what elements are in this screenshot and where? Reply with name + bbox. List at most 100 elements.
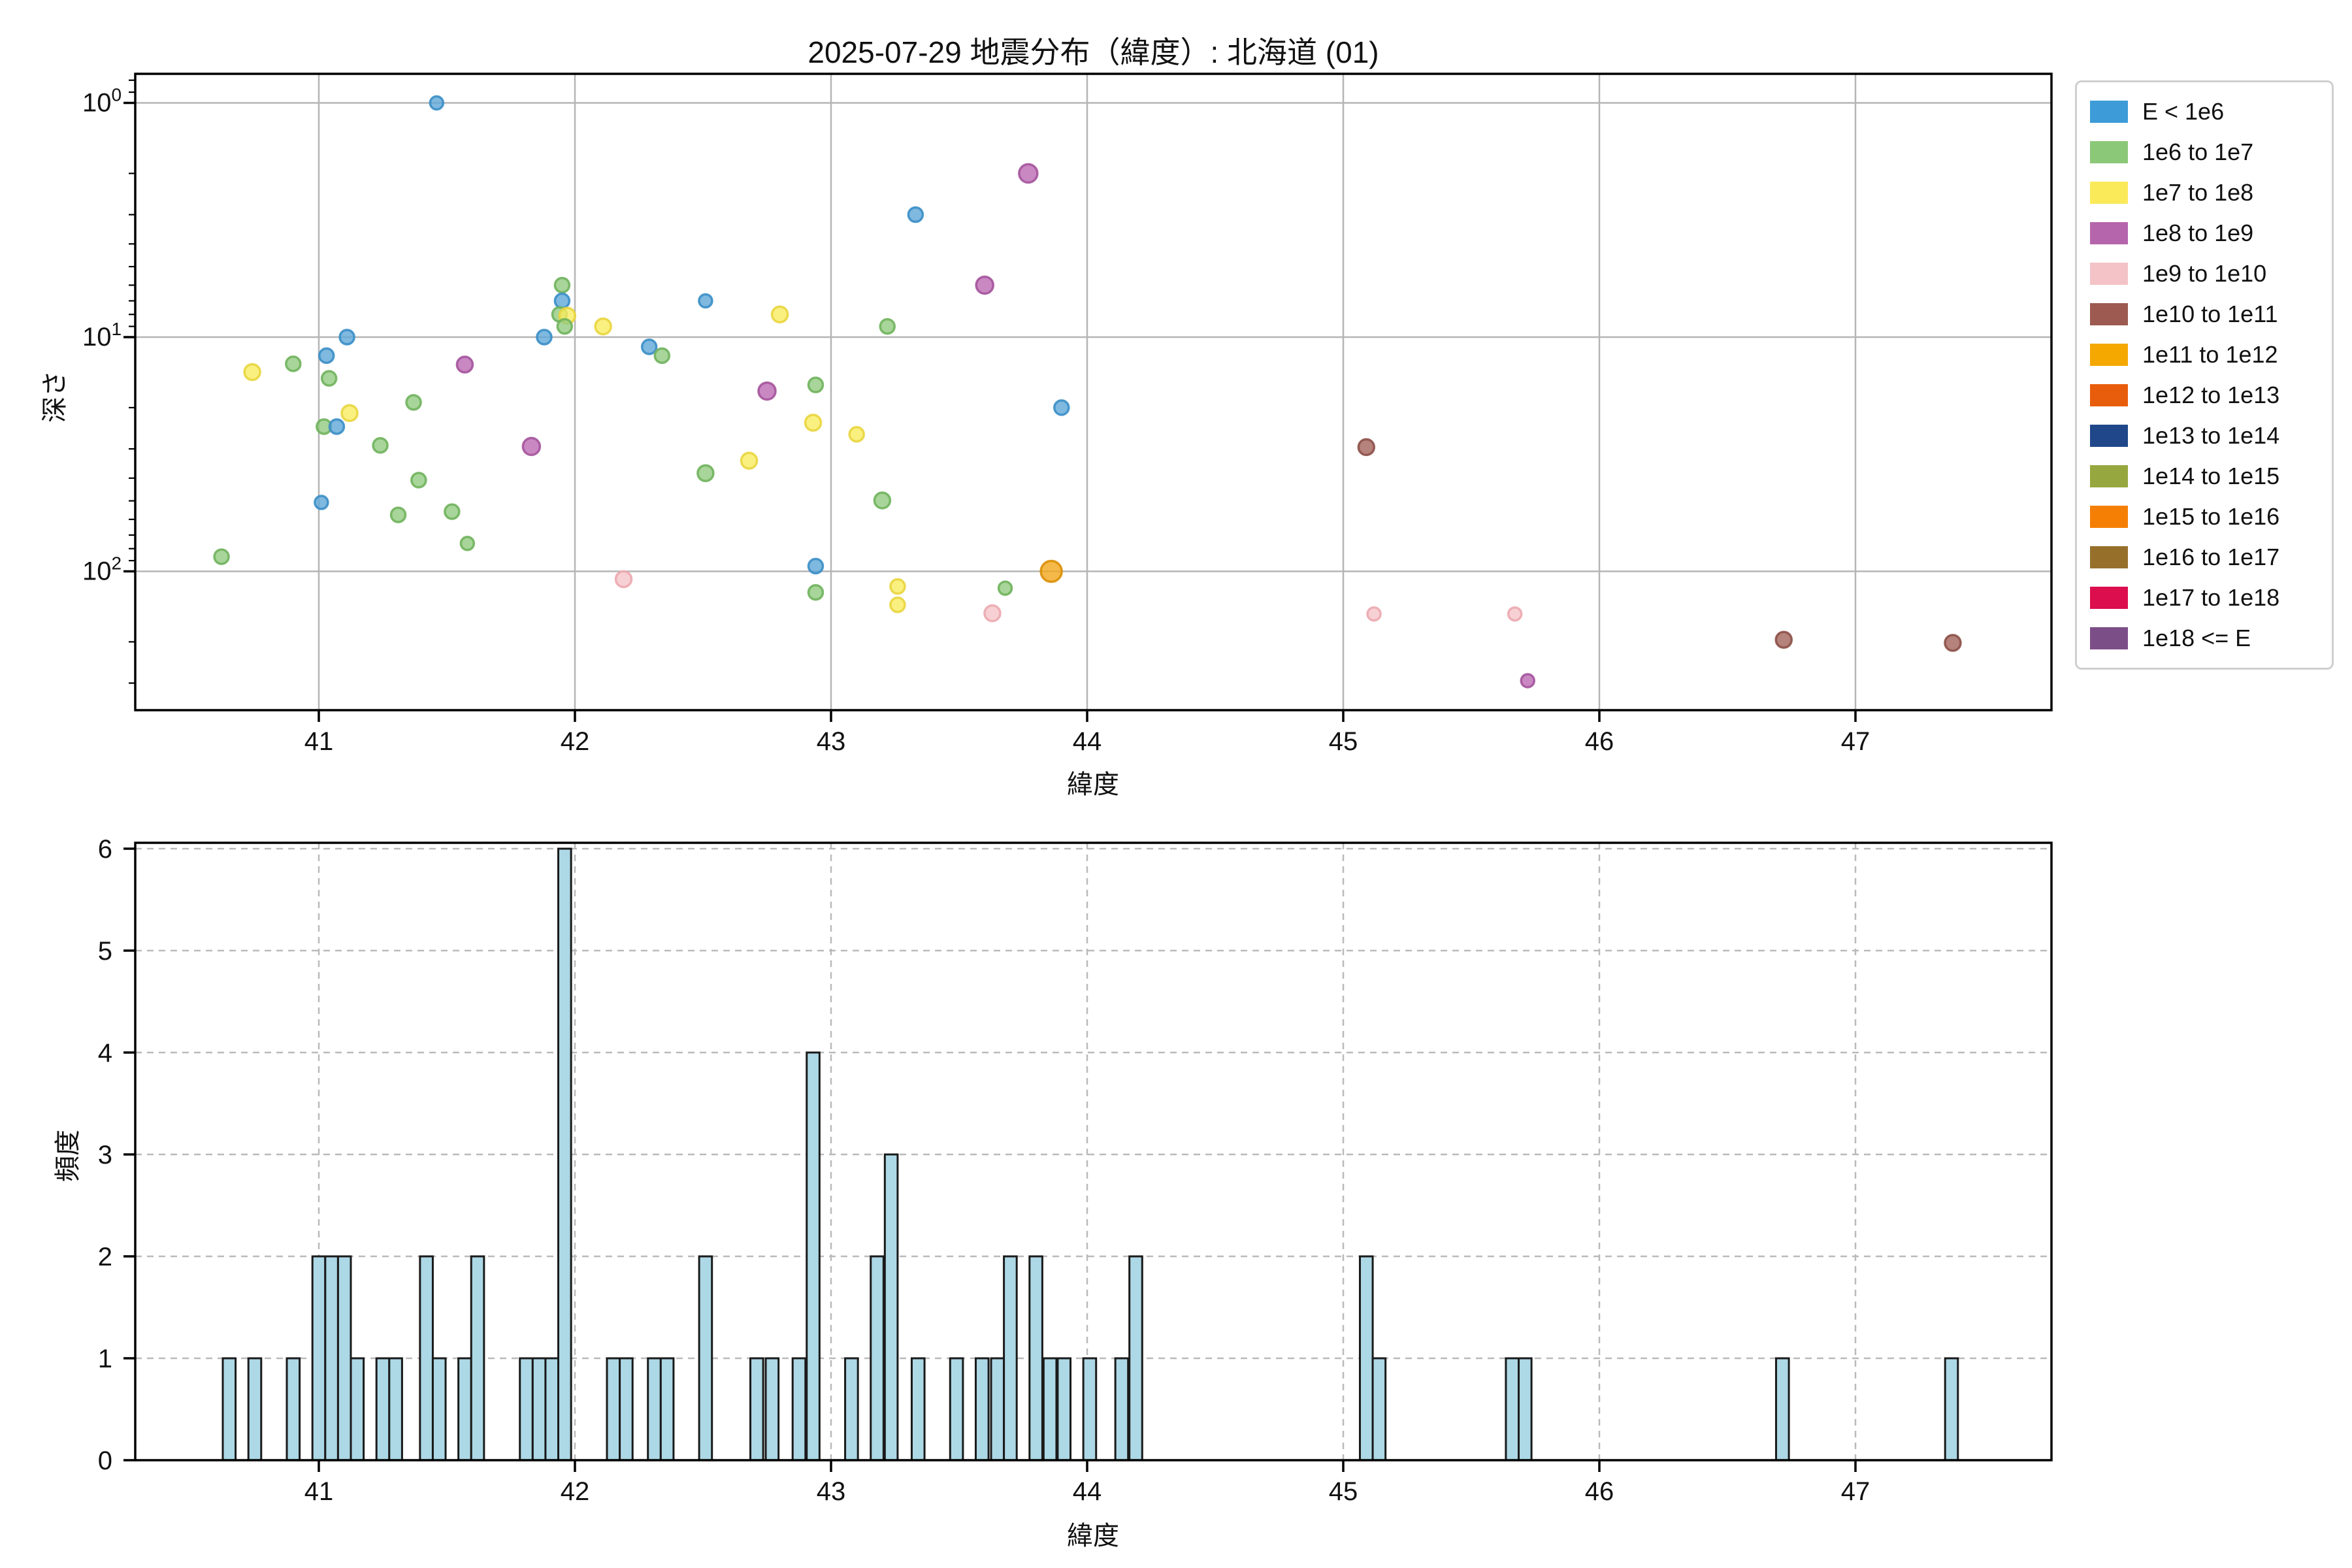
- top-yaxis-label: 深さ: [41, 370, 69, 423]
- hist-bar: [544, 1357, 560, 1462]
- legend-item: 1e9 to 1e10: [2077, 253, 2332, 294]
- legend-swatch: [2090, 222, 2128, 244]
- scatter-point: [340, 404, 359, 423]
- scatter-point: [405, 394, 422, 411]
- legend-label: 1e17 to 1e18: [2142, 584, 2280, 611]
- hist-bar: [1082, 1357, 1098, 1462]
- scatter-point: [594, 317, 612, 336]
- hist-bar: [1518, 1357, 1533, 1462]
- legend-swatch: [2090, 587, 2128, 609]
- scatter-point: [455, 355, 474, 374]
- legend-label: 1e11 to 1e12: [2142, 341, 2278, 368]
- hist-bar: [519, 1357, 534, 1462]
- hist-bar: [431, 1357, 447, 1462]
- hist-bar: [1505, 1357, 1520, 1462]
- scatter-point: [320, 370, 338, 387]
- scatter-point: [1507, 606, 1523, 622]
- scatter-point: [696, 464, 715, 483]
- top-xtick-label: 43: [817, 727, 846, 756]
- hist-ytick-label: 4: [98, 1039, 112, 1068]
- scatter-point: [1520, 673, 1535, 689]
- hist-ytick-label: 5: [98, 937, 112, 966]
- legend-swatch: [2090, 546, 2128, 568]
- hist-bar: [844, 1357, 859, 1462]
- scatter-point: [389, 506, 407, 523]
- top-frame: [134, 73, 2053, 711]
- legend-item: 1e7 to 1e8: [2077, 172, 2332, 213]
- legend-swatch: [2090, 465, 2128, 487]
- hist-bar: [659, 1357, 675, 1462]
- hist-bar: [949, 1357, 964, 1462]
- legend-swatch: [2090, 627, 2128, 649]
- legend-swatch: [2090, 344, 2128, 366]
- legend-item: 1e17 to 1e18: [2077, 578, 2332, 618]
- hist-xtick-label: 43: [817, 1477, 846, 1506]
- scatter-point: [372, 437, 389, 454]
- legend-swatch: [2090, 384, 2128, 406]
- hist-ytick-label: 3: [98, 1141, 112, 1169]
- top-ytick-label: 100: [82, 85, 122, 118]
- hist-bar: [791, 1357, 807, 1462]
- hist-bar: [974, 1357, 990, 1462]
- hist-xtick-label: 45: [1329, 1477, 1358, 1506]
- hist-xtick-label: 47: [1841, 1477, 1870, 1506]
- scatter-point: [804, 414, 823, 432]
- legend-swatch: [2090, 303, 2128, 325]
- legend-label: 1e15 to 1e16: [2142, 503, 2280, 530]
- legend-item: 1e10 to 1e11: [2077, 294, 2332, 335]
- hist-bar: [606, 1357, 621, 1462]
- legend-label: 1e13 to 1e14: [2142, 422, 2280, 449]
- hist-bar: [286, 1357, 301, 1462]
- hist-bar: [419, 1255, 434, 1462]
- legend-item: E < 1e6: [2077, 91, 2332, 132]
- hist-bar: [324, 1255, 339, 1462]
- scatter-point: [410, 472, 427, 489]
- legend-item: 1e13 to 1e14: [2077, 416, 2332, 456]
- legend-label: 1e16 to 1e17: [2142, 544, 2280, 570]
- hist-bar: [350, 1357, 365, 1462]
- legend-swatch: [2090, 425, 2128, 447]
- scatter-point: [1053, 399, 1070, 416]
- legend-label: 1e12 to 1e13: [2142, 382, 2280, 408]
- scatter-point: [740, 451, 759, 470]
- scatter-point: [807, 557, 825, 575]
- scatter-point: [536, 329, 553, 346]
- hist-bar: [1056, 1357, 1072, 1462]
- scatter-point: [640, 338, 658, 355]
- hist-bar: [470, 1255, 485, 1462]
- hist-ytick-label: 0: [98, 1446, 112, 1475]
- legend-label: 1e7 to 1e8: [2142, 179, 2254, 206]
- top-xtick-label: 47: [1841, 727, 1870, 756]
- scatter-point: [318, 347, 335, 365]
- legend-item: 1e14 to 1e15: [2077, 456, 2332, 497]
- scatter-point: [243, 363, 261, 382]
- hist-bar: [647, 1357, 662, 1462]
- legend-label: E < 1e6: [2142, 98, 2225, 125]
- scatter-point: [889, 596, 906, 613]
- hist-bar: [388, 1357, 403, 1462]
- scatter-point: [556, 318, 574, 335]
- legend-swatch: [2090, 182, 2128, 204]
- scatter-point: [879, 318, 896, 335]
- hist-bar: [1114, 1357, 1130, 1462]
- scatter-point: [285, 355, 302, 372]
- top-xtick-label: 46: [1585, 727, 1614, 756]
- hist-ytick-label: 1: [98, 1345, 112, 1373]
- scatter-point: [757, 381, 777, 401]
- legend-label: 1e6 to 1e7: [2142, 139, 2254, 165]
- hist-bar: [1003, 1255, 1018, 1462]
- hist-bar: [247, 1357, 263, 1462]
- scatter-point: [975, 275, 994, 295]
- scatter-point: [614, 570, 633, 589]
- legend-label: 1e10 to 1e11: [2142, 301, 2278, 327]
- hist-bar: [375, 1357, 391, 1462]
- scatter-point: [807, 376, 825, 393]
- hist-bar: [698, 1255, 713, 1462]
- hist-bar: [336, 1255, 352, 1462]
- scatter-point: [653, 347, 671, 365]
- scatter-point: [1039, 559, 1063, 583]
- legend-item: 1e11 to 1e12: [2077, 335, 2332, 375]
- scatter-point: [1018, 163, 1039, 184]
